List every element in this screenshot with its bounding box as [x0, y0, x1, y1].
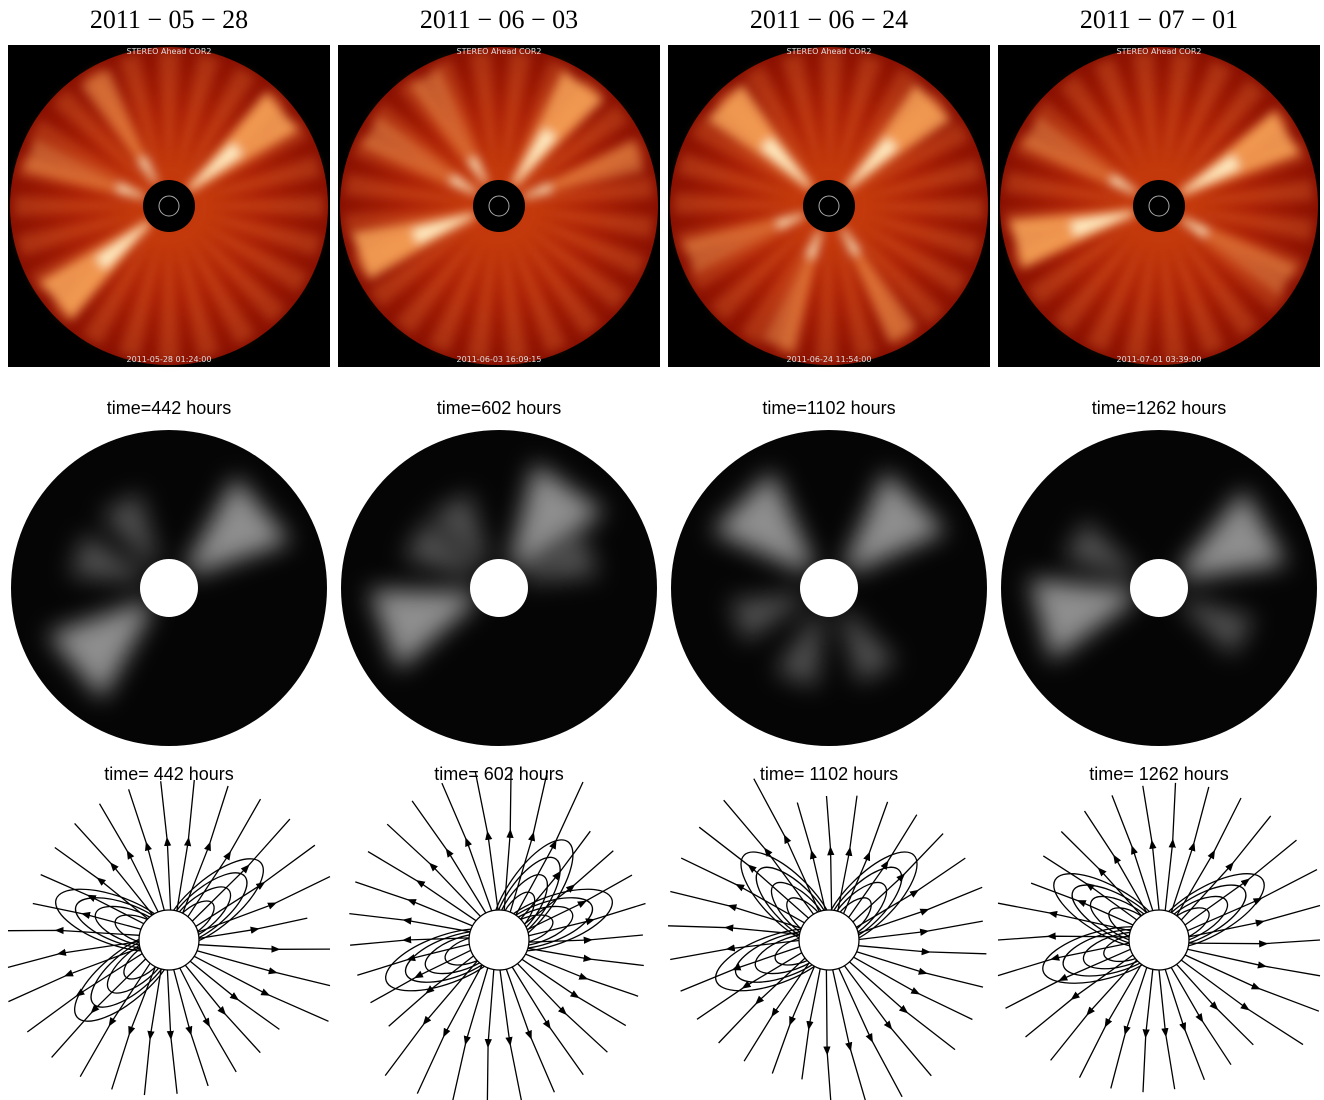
date-heading: 2011 − 05 − 28: [90, 5, 248, 34]
date-heading: 2011 − 07 − 01: [1080, 5, 1238, 34]
field-line: [1006, 949, 1131, 1008]
field-line: [681, 947, 800, 991]
field-line: [185, 965, 260, 1052]
field-line: [1181, 816, 1270, 920]
model-title: time=1102 hours: [762, 398, 895, 418]
timestamp: 2011-06-03 16:09:15: [457, 355, 542, 364]
field-line: [1051, 960, 1137, 1060]
field-line: [387, 824, 480, 916]
field-line: [1177, 798, 1241, 916]
field-line: [833, 970, 869, 1100]
field-line: [670, 941, 799, 960]
model-title: time=1262 hours: [1092, 398, 1227, 418]
field-line: [681, 858, 804, 923]
field-line: [827, 796, 832, 910]
timestamp: 2011-06-24 11:54:00: [787, 355, 872, 364]
field-line: [1189, 940, 1320, 944]
model-sun: [800, 559, 858, 617]
field-title: time= 1262 hours: [1089, 764, 1229, 784]
field-line: [192, 819, 290, 921]
field-line: [1188, 949, 1321, 976]
field-line: [1165, 783, 1175, 911]
instrument-label: STEREO Ahead COR2: [787, 47, 872, 56]
field-line: [161, 781, 171, 910]
field-line: [802, 969, 820, 1080]
field-title: time= 602 hours: [434, 764, 564, 784]
model-sun: [470, 559, 528, 617]
field-line: [529, 935, 643, 942]
figure-column: 2011 − 06 − 03 STEREO Ahead COR2 2011-06-0…: [338, 5, 660, 1100]
field-line: [1143, 786, 1159, 910]
field-line: [194, 956, 328, 1021]
occulter: [803, 180, 855, 232]
field-line: [80, 963, 150, 1076]
field-line: [475, 772, 498, 910]
field-line: [839, 968, 902, 1096]
figure: 2011 − 05 − 28 STEREO Ahead COR2 2011-05-2…: [0, 0, 1324, 1100]
field-line: [180, 968, 236, 1072]
field-line: [858, 946, 986, 954]
field-line: [100, 804, 159, 912]
field-line: [1181, 960, 1303, 1045]
field-line: [744, 963, 809, 1062]
figure-column: 2011 − 07 − 01 STEREO Ahead COR2 2011-07-0…: [998, 5, 1320, 1092]
field-line: [417, 965, 482, 1094]
field-line: [506, 969, 554, 1092]
timestamp: 2011-07-01 03:39:00: [1117, 355, 1202, 364]
field-line: [368, 852, 476, 921]
field-title: time= 442 hours: [104, 764, 234, 784]
field-line: [850, 962, 956, 1050]
field-sun: [139, 910, 199, 970]
occulter: [473, 180, 525, 232]
field-line: [487, 970, 494, 1100]
field-line: [697, 953, 802, 1020]
date-heading: 2011 − 06 − 24: [750, 5, 908, 34]
field-line: [1159, 970, 1175, 1089]
model-title: time=602 hours: [437, 398, 562, 418]
field-sun: [799, 910, 859, 970]
field-line: [349, 914, 470, 932]
field-line: [500, 970, 522, 1100]
field-line: [442, 783, 492, 911]
field-sun: [469, 910, 529, 970]
figure-column: 2011 − 06 − 24 STEREO Ahead COR2 2011-06-2…: [668, 5, 990, 1100]
field-sun: [1129, 910, 1189, 970]
field-line: [1043, 856, 1136, 920]
date-heading: 2011 − 06 − 03: [420, 5, 578, 34]
field-line: [1143, 969, 1153, 1092]
field-line: [856, 858, 965, 927]
figure-column: 2011 − 05 − 28 STEREO Ahead COR2 2011-05-2…: [8, 5, 330, 1095]
field-line: [522, 959, 626, 1025]
field-line: [528, 948, 644, 965]
field-line: [355, 882, 472, 926]
field-line: [826, 970, 832, 1100]
field-line: [998, 903, 1131, 931]
model-sun: [1130, 559, 1188, 617]
field-line: [699, 827, 808, 918]
field-line: [190, 961, 279, 1029]
model-title: time=442 hours: [107, 398, 232, 418]
field-line: [8, 948, 140, 1002]
field-line: [350, 938, 469, 945]
field-line: [183, 786, 229, 913]
field-line: [75, 823, 153, 914]
field-line: [1080, 964, 1142, 1077]
field-line: [8, 942, 139, 968]
field-line: [198, 877, 330, 933]
field-line: [849, 815, 917, 918]
instrument-label: STEREO Ahead COR2: [127, 47, 212, 56]
field-line: [858, 887, 982, 933]
field-line: [199, 945, 330, 950]
instrument-label: STEREO Ahead COR2: [457, 47, 542, 56]
field-line: [854, 957, 973, 1019]
field-title: time= 1102 hours: [760, 764, 898, 784]
timestamp: 2011-05-28 01:24:00: [127, 355, 212, 364]
model-sun: [140, 559, 198, 617]
field-line: [167, 970, 177, 1094]
field-line: [52, 959, 146, 1058]
instrument-label: STEREO Ahead COR2: [1117, 47, 1202, 56]
occulter: [143, 180, 195, 232]
occulter: [1133, 180, 1185, 232]
